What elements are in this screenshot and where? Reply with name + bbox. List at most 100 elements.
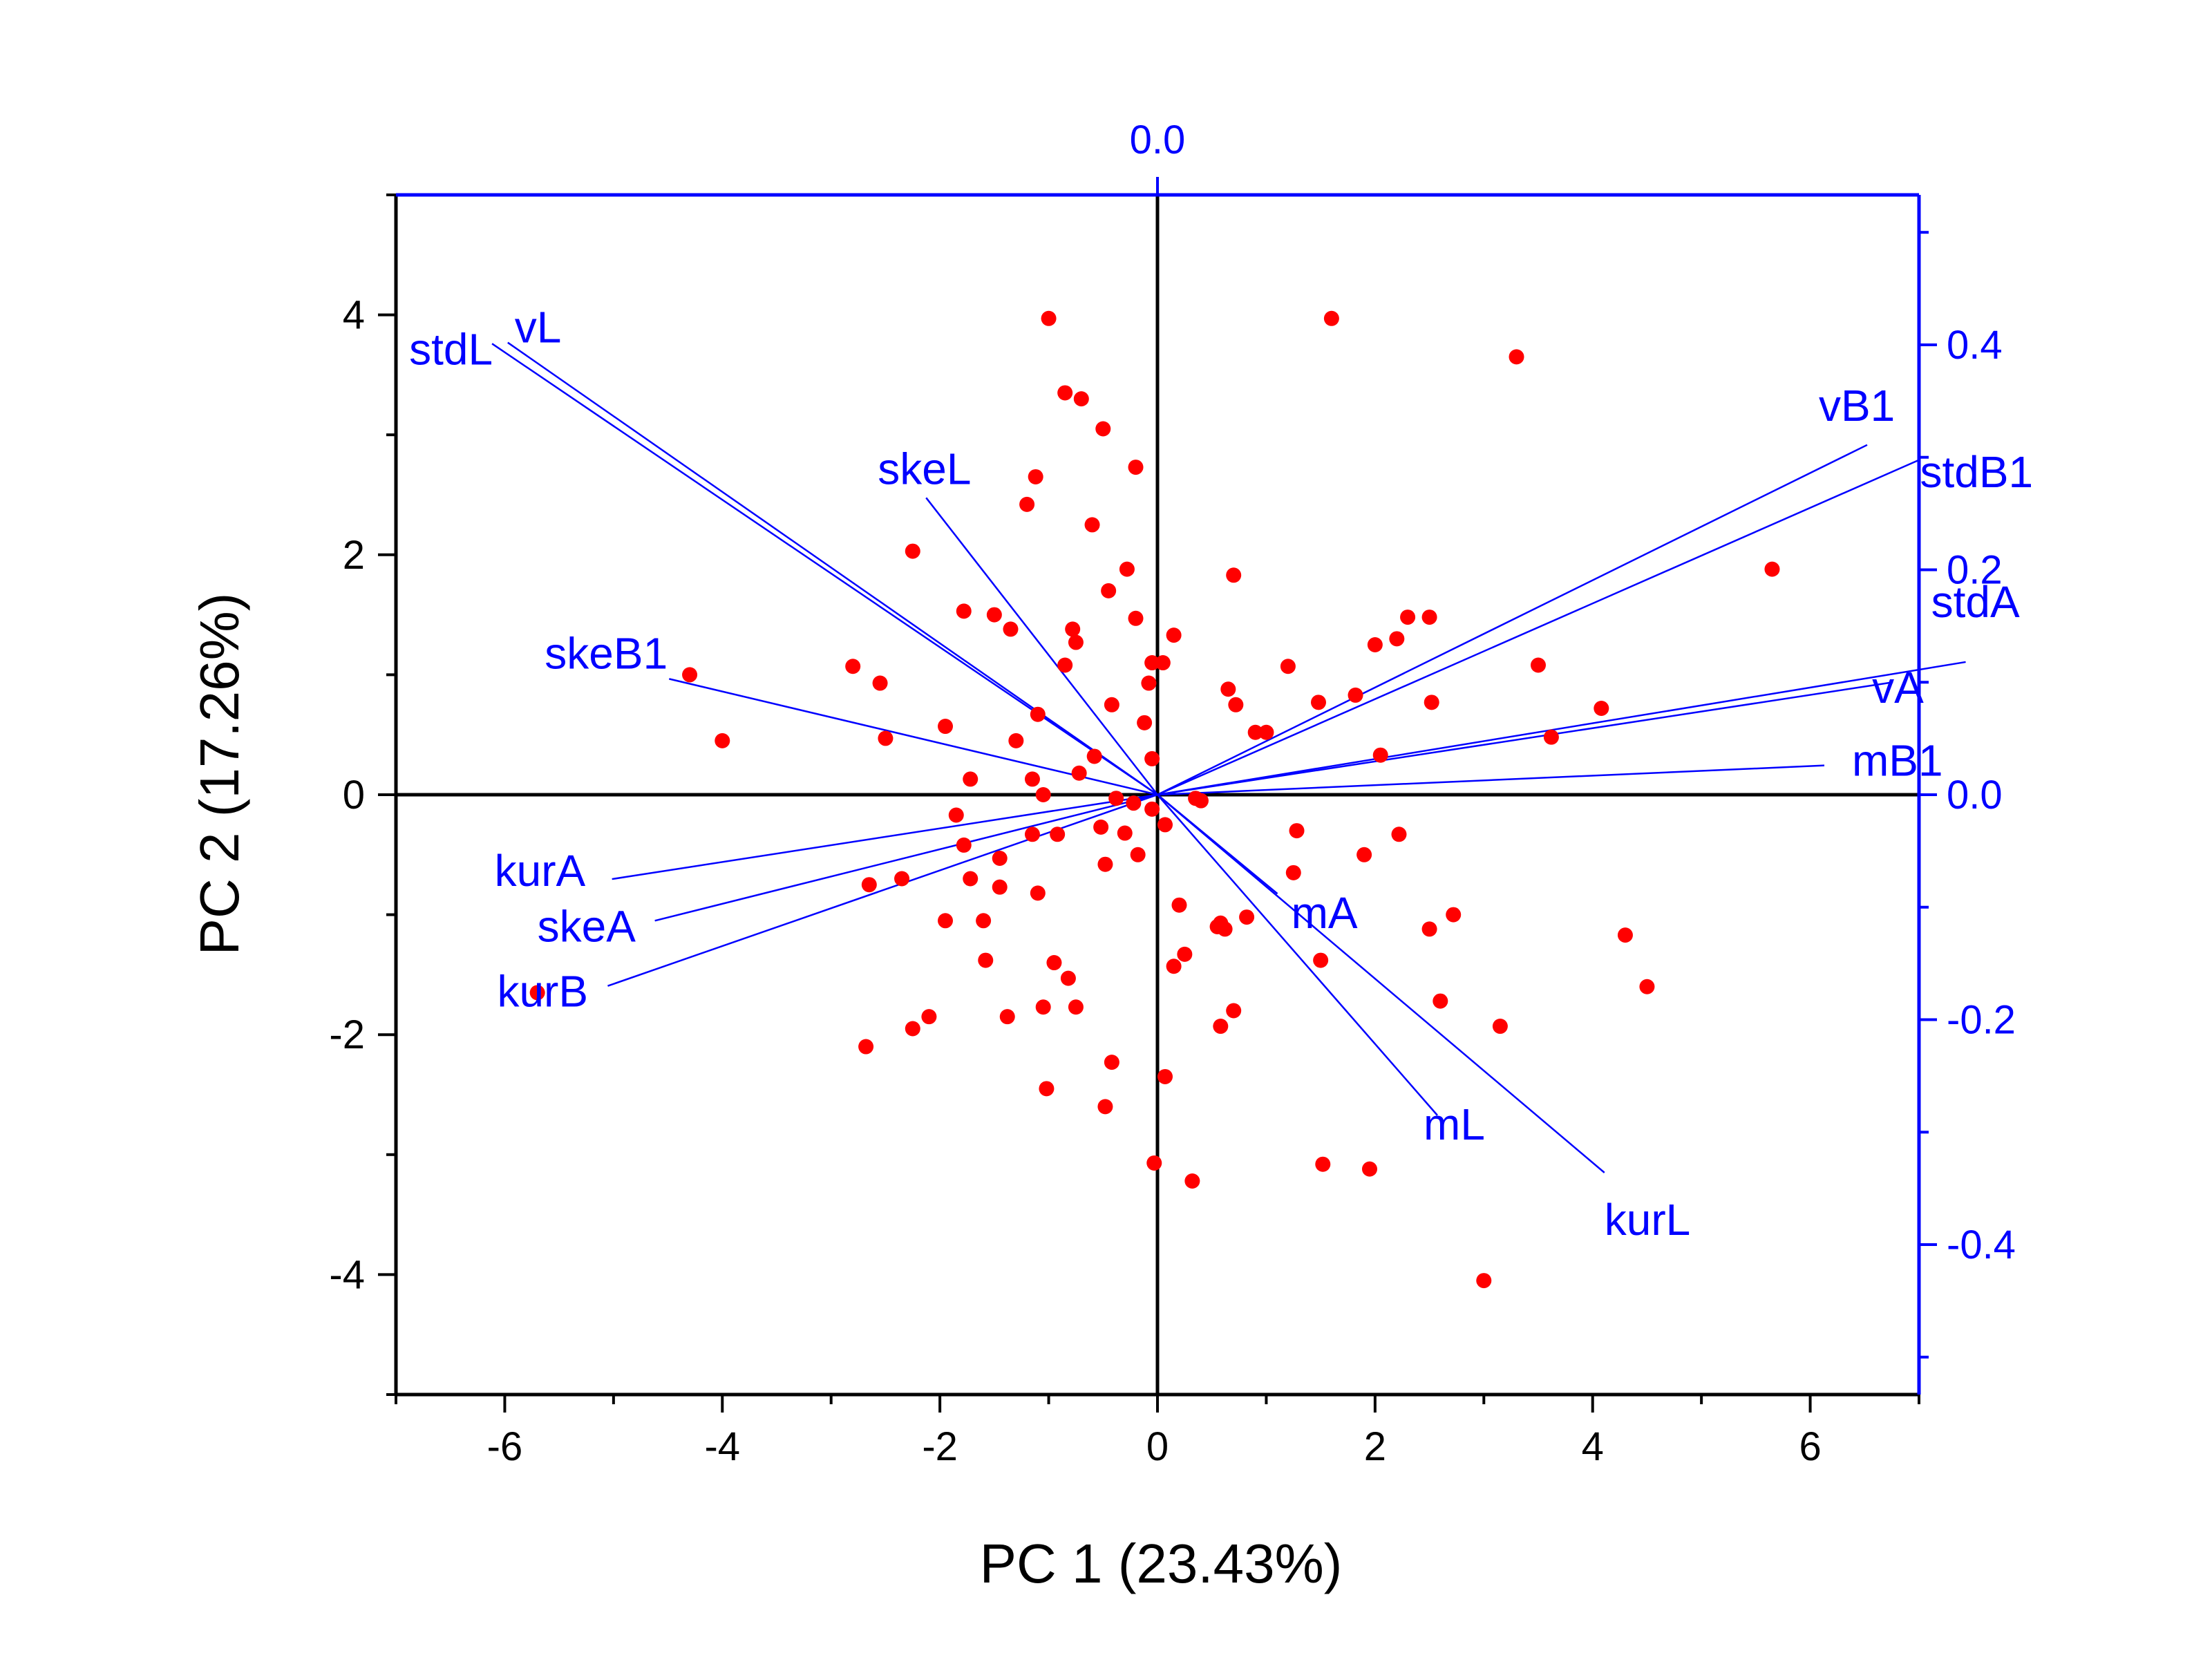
score-point <box>1226 567 1242 583</box>
score-point <box>1060 970 1076 986</box>
x-tick-label: -2 <box>922 1424 958 1469</box>
score-point <box>894 871 910 887</box>
right-tick-label: 0.0 <box>1947 773 2003 818</box>
score-point <box>1313 952 1329 968</box>
right-tick-label: -0.4 <box>1947 1222 2016 1267</box>
score-point <box>1144 801 1160 817</box>
score-point <box>1041 310 1057 326</box>
loading-vector-vL <box>507 341 1158 796</box>
score-point <box>1157 817 1173 833</box>
right-tick-label: 0.4 <box>1947 323 2003 368</box>
score-point <box>963 771 979 787</box>
loading-vector-stdB1 <box>1157 458 1920 796</box>
score-point <box>1019 496 1035 512</box>
score-point <box>1213 1019 1229 1035</box>
score-point <box>1193 793 1209 809</box>
score-point <box>1476 1273 1492 1289</box>
score-point <box>1030 706 1046 722</box>
score-point <box>1028 469 1043 484</box>
score-point <box>1008 733 1024 748</box>
score-point <box>1130 847 1146 862</box>
score-point <box>978 952 994 968</box>
y-tick-label: 2 <box>343 533 365 578</box>
x-axis-title: PC 1 (23.43%) <box>980 1533 1343 1594</box>
score-point <box>1030 885 1046 901</box>
score-point <box>1764 561 1780 577</box>
loading-vector-mB1 <box>1157 764 1825 796</box>
score-point <box>1104 697 1119 712</box>
score-point <box>1097 1099 1113 1115</box>
y-tick-label: -4 <box>329 1252 365 1297</box>
loading-vector-stdL <box>491 343 1158 796</box>
loading-label-skeA: skeA <box>538 901 636 951</box>
score-point <box>1128 460 1144 475</box>
loading-vector-skeA <box>654 793 1158 922</box>
score-point <box>1247 724 1263 740</box>
score-point <box>905 1021 920 1037</box>
score-point <box>1177 946 1193 962</box>
score-point <box>1228 697 1244 712</box>
y-axis-title: PC 2 (17.26%) <box>189 593 250 956</box>
score-point <box>1289 823 1305 839</box>
score-point <box>1039 1081 1055 1097</box>
score-point <box>1348 687 1363 703</box>
score-point <box>1050 827 1066 842</box>
score-point <box>1065 621 1081 637</box>
score-point <box>1171 897 1187 913</box>
score-point <box>1531 657 1546 673</box>
loading-label-mL: mL <box>1424 1099 1485 1149</box>
score-point <box>1323 310 1339 326</box>
score-points <box>529 310 1780 1289</box>
x-tick-label: 0 <box>1146 1424 1169 1469</box>
score-point <box>948 807 964 823</box>
score-point <box>1356 847 1372 862</box>
y-tick-label: 0 <box>343 773 365 818</box>
score-point <box>1073 391 1089 407</box>
score-point <box>715 733 730 748</box>
score-point <box>1424 695 1439 710</box>
score-point <box>956 603 972 619</box>
loading-label-kurB: kurB <box>497 967 588 1017</box>
axis-ticks: -6 -4 -2 0 2 4 6 -4 -2 0 2 4 -0.4 -0.2 0.0 0.2 0.4 0.0 <box>329 117 2016 1469</box>
score-point <box>1024 827 1040 842</box>
score-point <box>1367 637 1383 652</box>
top-tick-label: 0.0 <box>1130 117 1186 162</box>
score-point <box>529 985 545 1001</box>
x-tick-label: 4 <box>1582 1424 1604 1469</box>
score-point <box>976 913 992 929</box>
loading-label-stdA: stdA <box>1931 577 2020 627</box>
loading-label-stdB1: stdB1 <box>1920 447 2033 497</box>
score-point <box>1594 701 1609 717</box>
right-tick-label: -0.2 <box>1947 998 2016 1043</box>
score-point <box>1117 825 1133 841</box>
loading-label-stdL: stdL <box>409 324 493 374</box>
score-point <box>1421 610 1437 625</box>
loading-label-skeL: skeL <box>878 444 971 493</box>
score-point <box>999 1009 1015 1025</box>
score-point <box>1086 748 1102 764</box>
score-point <box>878 730 894 746</box>
right-tick-label: 0.2 <box>1947 547 2003 592</box>
score-point <box>1239 909 1255 925</box>
score-point <box>1372 747 1388 763</box>
loading-vector-stdA <box>1157 661 1966 796</box>
y-tick-label: -2 <box>329 1012 365 1057</box>
score-point <box>1421 921 1437 937</box>
score-point <box>1046 955 1062 971</box>
score-point <box>1389 631 1405 647</box>
score-point <box>872 675 888 691</box>
loading-vectors <box>491 341 1966 1173</box>
score-point <box>938 913 954 929</box>
score-point <box>1035 999 1051 1015</box>
score-point <box>1258 724 1274 740</box>
score-point <box>905 543 920 559</box>
score-point <box>858 1039 874 1055</box>
y-tick-label: 4 <box>343 293 365 338</box>
score-point <box>1128 610 1144 626</box>
loading-vector-kurA <box>612 793 1158 880</box>
loading-vector-kurL <box>1157 794 1605 1173</box>
score-point <box>845 659 861 674</box>
score-point <box>1155 655 1171 671</box>
score-point <box>956 837 972 853</box>
